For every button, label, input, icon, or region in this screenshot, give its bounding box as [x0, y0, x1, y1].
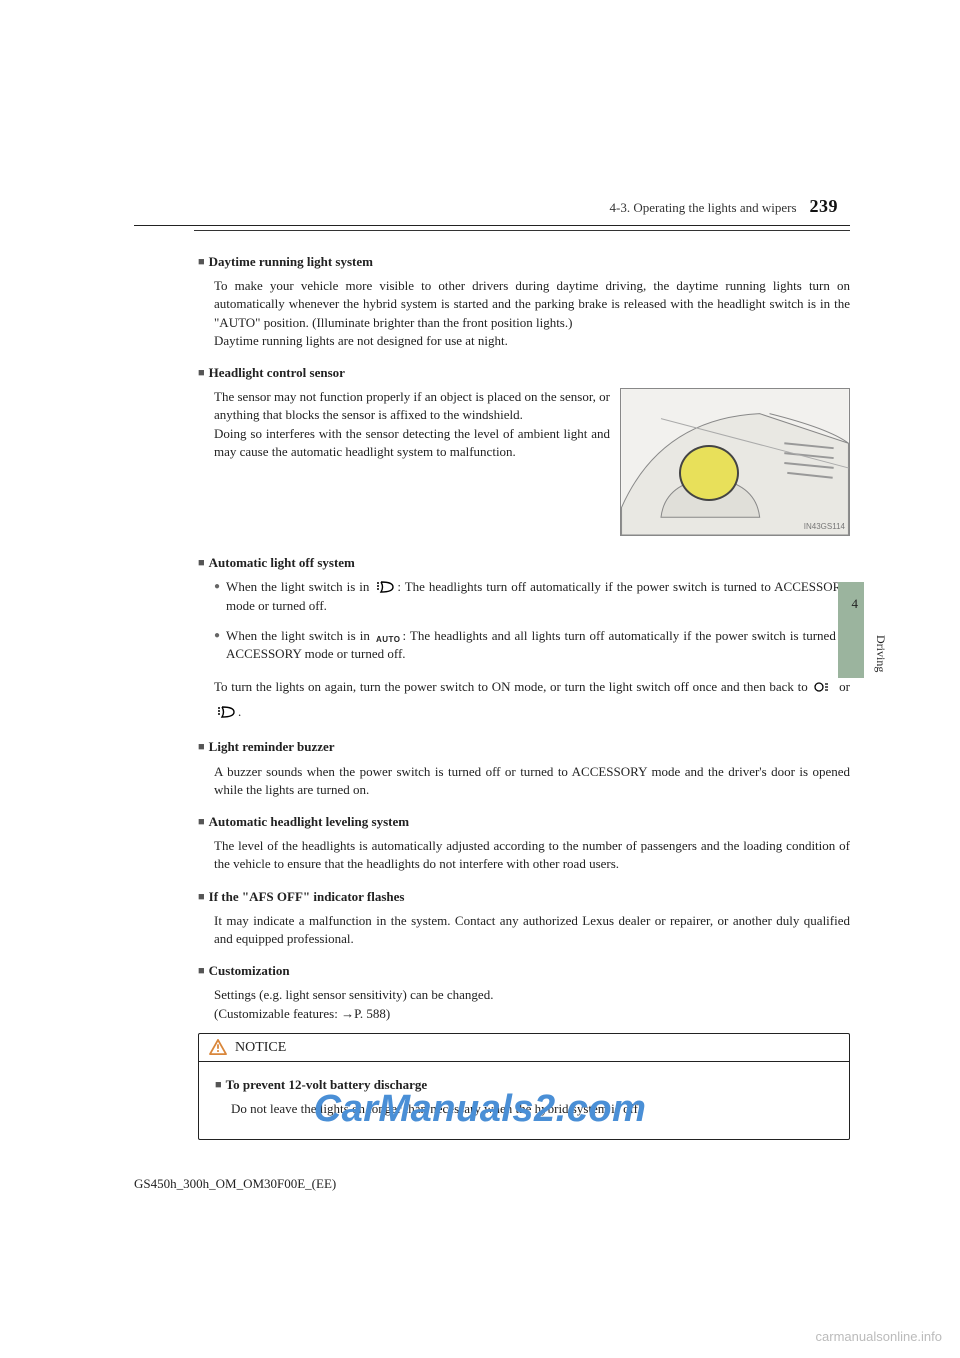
chapter-label: Driving [873, 635, 888, 672]
bullet-item: ● When the light switch is in AUTO: The … [214, 627, 850, 663]
square-bullet-icon: ■ [198, 557, 205, 569]
bullet-text: When the light switch is in AUTO: The he… [226, 627, 850, 663]
figure-label: IN43GS114 [804, 521, 845, 532]
sensor-highlight-icon [679, 445, 739, 501]
section-title: ■Automatic light off system [198, 554, 850, 572]
notice-label: NOTICE [235, 1038, 286, 1058]
square-bullet-icon: ■ [198, 256, 205, 268]
section-title: ■Customization [198, 962, 850, 980]
section-title: ■Headlight control sensor [198, 364, 850, 382]
section-label: 4-3. Operating the lights and wipers [609, 200, 796, 215]
bullet-icon: ● [214, 580, 220, 614]
square-bullet-icon: ■ [198, 965, 205, 977]
section-body: Settings (e.g. light sensor sensitivity)… [214, 986, 850, 1022]
square-bullet-icon: ■ [198, 891, 205, 903]
sensor-row: The sensor may not function properly if … [198, 388, 850, 536]
bullet-icon: ● [214, 629, 220, 663]
page: 4-3. Operating the lights and wipers 239… [0, 0, 960, 1140]
content: ■Daytime running light system To make yo… [198, 253, 850, 1140]
watermark: CarManuals2.com [0, 1088, 960, 1131]
square-bullet-icon: ■ [198, 816, 205, 828]
section-body: To turn the lights on again, turn the po… [214, 675, 850, 724]
headlamp-icon [375, 581, 395, 593]
bullet-text: When the light switch is in : The headli… [226, 578, 850, 614]
sensor-text: The sensor may not function properly if … [214, 388, 610, 536]
section-title: ■Light reminder buzzer [198, 738, 850, 756]
section-body: It may indicate a malfunction in the sys… [214, 912, 850, 948]
section-title: ■Daytime running light system [198, 253, 850, 271]
section-title: ■Automatic headlight leveling system [198, 813, 850, 831]
inner-rule [194, 230, 850, 231]
section-body: A buzzer sounds when the power switch is… [214, 763, 850, 799]
position-light-icon [813, 681, 833, 693]
sensor-figure: IN43GS114 [620, 388, 850, 536]
chapter-number: 4 [852, 596, 859, 612]
page-header: 4-3. Operating the lights and wipers 239 [134, 196, 850, 226]
footer-code: GS450h_300h_OM_OM30F00E_(EE) [134, 1176, 336, 1192]
notice-header: NOTICE [199, 1034, 849, 1063]
page-number: 239 [810, 196, 839, 216]
bottom-watermark: carmanualsonline.info [816, 1329, 942, 1344]
square-bullet-icon: ■ [198, 741, 205, 753]
headlamp-icon [216, 706, 236, 718]
auto-icon: AUTO [376, 634, 401, 645]
section-title: ■If the "AFS OFF" indicator flashes [198, 888, 850, 906]
section-body: The level of the headlights is automatic… [214, 837, 850, 873]
square-bullet-icon: ■ [198, 367, 205, 379]
warning-triangle-icon [209, 1039, 227, 1055]
bullet-item: ● When the light switch is in : The head… [214, 578, 850, 614]
section-body: To make your vehicle more visible to oth… [214, 277, 850, 350]
